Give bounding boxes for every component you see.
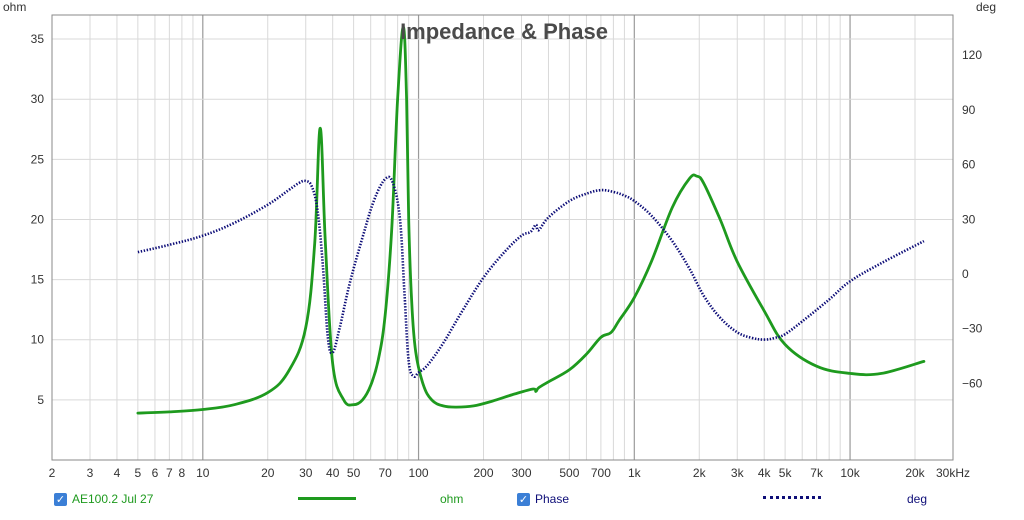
legend-swatch-impedance — [298, 497, 356, 500]
y-right-tick-label: 60 — [962, 158, 976, 172]
legend-label-phase: Phase — [535, 492, 570, 506]
x-tick-label: 700 — [591, 466, 611, 480]
x-tick-label: 30kHz — [936, 466, 970, 480]
x-tick-label: 5 — [135, 466, 142, 480]
y-right-tick-label: 90 — [962, 103, 976, 117]
x-tick-label: 70 — [378, 466, 392, 480]
y-left-tick-label: 15 — [31, 273, 45, 287]
y-left-tick-label: 25 — [31, 152, 45, 166]
x-tick-label: 5k — [779, 466, 793, 480]
legend-unit-ohm: ohm — [440, 492, 464, 506]
x-tick-label: 10 — [196, 466, 210, 480]
impedance-series-line — [136, 25, 926, 415]
x-tick-label: 6 — [152, 466, 159, 480]
x-tick-label: 3 — [87, 466, 94, 480]
x-tick-label: 20 — [261, 466, 275, 480]
legend-unit-impedance: ohm — [440, 489, 463, 509]
x-tick-label: 8 — [179, 466, 186, 480]
y-left-axis-label: ohm — [3, 0, 26, 14]
y-left-tick-label: 20 — [31, 212, 45, 226]
legend-item-phase[interactable]: ✓ Phase — [517, 489, 569, 509]
x-tick-label: 200 — [473, 466, 493, 480]
y-right-tick-label: −30 — [962, 322, 983, 336]
y-right-tick-label: −60 — [962, 376, 983, 390]
x-tick-label: 40 — [326, 466, 340, 480]
tick-labels: 2 3 4 5 6 7 8 10 20 30 40 50 70 100 200 300 500 700 1k 2k 3k… — [31, 32, 983, 480]
y-right-tick-label: 120 — [962, 48, 982, 62]
x-tick-label: 7k — [810, 466, 824, 480]
legend-swatch-phase — [763, 496, 821, 499]
plot-frame — [51, 14, 954, 461]
x-tick-label: 4 — [114, 466, 121, 480]
y-left-tick-label: 10 — [31, 333, 45, 347]
y-left-tick-label: 5 — [37, 393, 44, 407]
chart-title: Impedance & Phase — [400, 19, 608, 44]
y-right-axis-label: deg — [976, 0, 996, 14]
legend-label-impedance: AE100.2 Jul 27 — [72, 492, 154, 506]
series-lines — [136, 25, 926, 415]
legend-unit-deg: deg — [907, 492, 928, 506]
x-tick-label: 100 — [409, 466, 429, 480]
x-tick-label: 10k — [840, 466, 860, 480]
legend-checkbox-phase-icon[interactable]: ✓ — [517, 492, 530, 506]
x-tick-label: 2k — [693, 466, 707, 480]
x-tick-label: 50 — [347, 466, 361, 480]
x-tick-label: 7 — [166, 466, 173, 480]
x-tick-label: 300 — [511, 466, 531, 480]
grid-lines — [51, 15, 954, 460]
legend-item-impedance[interactable]: ✓ AE100.2 Jul 27 — [54, 489, 153, 509]
x-tick-label: 500 — [559, 466, 579, 480]
phase-series-line — [137, 175, 925, 378]
x-tick-label: 1k — [628, 466, 642, 480]
y-right-tick-label: 30 — [962, 212, 976, 226]
x-tick-label: 20k — [905, 466, 925, 480]
y-right-tick-label: 0 — [962, 267, 969, 281]
x-tick-label: 30 — [299, 466, 313, 480]
legend-unit-phase: deg — [907, 489, 927, 509]
x-tick-label: 2 — [49, 466, 56, 480]
y-left-tick-label: 30 — [31, 92, 45, 106]
legend-checkbox-impedance-icon[interactable]: ✓ — [54, 492, 67, 506]
x-tick-label: 3k — [731, 466, 745, 480]
x-tick-label: 4k — [758, 466, 772, 480]
y-left-tick-label: 35 — [31, 32, 45, 46]
